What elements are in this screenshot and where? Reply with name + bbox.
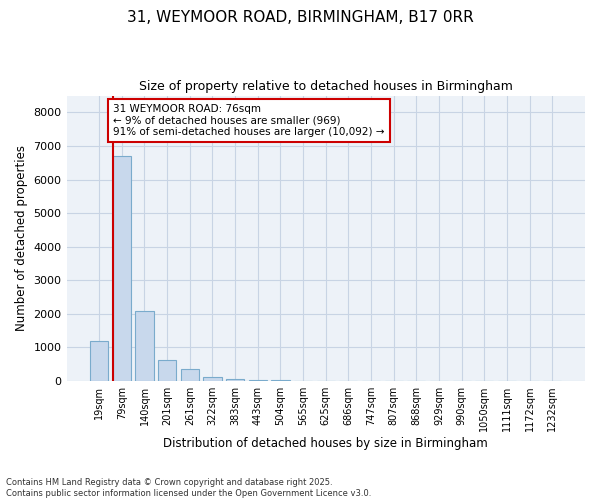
Bar [158, 360, 176, 381]
Bar [249, 380, 267, 381]
Bar [271, 380, 290, 381]
X-axis label: Distribution of detached houses by size in Birmingham: Distribution of detached houses by size … [163, 437, 488, 450]
Bar [113, 156, 131, 381]
Bar [203, 376, 221, 381]
Y-axis label: Number of detached properties: Number of detached properties [15, 146, 28, 332]
Text: 31 WEYMOOR ROAD: 76sqm
← 9% of detached houses are smaller (969)
91% of semi-det: 31 WEYMOOR ROAD: 76sqm ← 9% of detached … [113, 104, 385, 137]
Bar [90, 341, 108, 381]
Bar [226, 378, 244, 381]
Text: 31, WEYMOOR ROAD, BIRMINGHAM, B17 0RR: 31, WEYMOOR ROAD, BIRMINGHAM, B17 0RR [127, 10, 473, 25]
Bar [181, 370, 199, 381]
Text: Contains HM Land Registry data © Crown copyright and database right 2025.
Contai: Contains HM Land Registry data © Crown c… [6, 478, 371, 498]
Bar [136, 310, 154, 381]
Title: Size of property relative to detached houses in Birmingham: Size of property relative to detached ho… [139, 80, 513, 93]
